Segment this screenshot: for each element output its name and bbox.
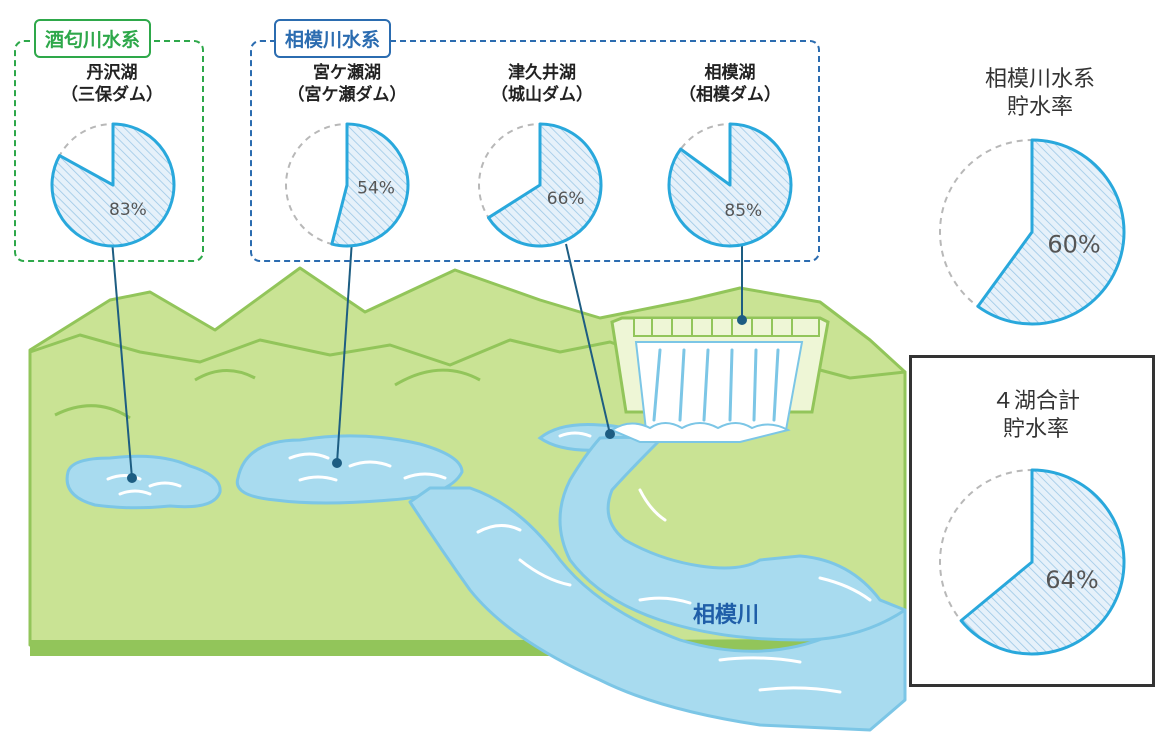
connector-lines bbox=[111, 239, 747, 483]
total-line2: 貯水率 bbox=[1006, 95, 1073, 121]
all-total-label: ４湖合計 貯水率 bbox=[936, 388, 1136, 444]
lake-label-tsukui: 津久井湖 （城山ダム） bbox=[462, 62, 622, 106]
river-upper-channel bbox=[558, 435, 907, 642]
lake-label-tanzawa: 丹沢湖 （三保ダム） bbox=[32, 62, 192, 106]
sakawa-group-label: 酒匂川水系 bbox=[45, 29, 141, 51]
lake-name: 丹沢湖 bbox=[86, 63, 138, 83]
hill-outline bbox=[194, 368, 256, 382]
water-ripples bbox=[106, 431, 872, 694]
sakawa-group-tag: 酒匂川水系 bbox=[34, 19, 152, 58]
pie-filled-slice bbox=[959, 468, 1126, 656]
lake-miyagase bbox=[235, 434, 464, 505]
hill-outline bbox=[394, 368, 481, 387]
pie-percent-label: 54% bbox=[357, 179, 395, 199]
pie-filled-slice bbox=[330, 122, 410, 248]
pie-percent-label: 85% bbox=[724, 201, 762, 221]
pie-filled-slice bbox=[50, 122, 176, 248]
lake-label-miyagase: 宮ケ瀬湖 （宮ケ瀬ダム） bbox=[262, 62, 432, 106]
total-line1: ４湖合計 bbox=[991, 389, 1080, 414]
lake-name: 宮ケ瀬湖 bbox=[313, 63, 381, 83]
hill-outline bbox=[54, 404, 131, 420]
pie-percent-label: 66% bbox=[547, 189, 585, 209]
pie-percent-label: 64% bbox=[1045, 566, 1098, 594]
sagami-total-label: 相模川水系 貯水率 bbox=[940, 66, 1140, 122]
lake-label-sagami: 相模湖 （相模ダム） bbox=[650, 62, 810, 106]
dam-structure bbox=[610, 316, 830, 431]
pie-sagami-total: 60% bbox=[939, 138, 1126, 326]
dam-name: （三保ダム） bbox=[61, 85, 163, 106]
pie-percent-label: 83% bbox=[109, 200, 147, 220]
four-lakes-total-box bbox=[909, 355, 1155, 687]
dam-splash bbox=[609, 422, 791, 443]
pie-miyagase: 54% bbox=[285, 122, 410, 248]
sagami-river bbox=[408, 486, 907, 732]
sagami-group-label: 相模川水系 bbox=[285, 29, 381, 51]
dam-name: （宮ケ瀬ダム） bbox=[287, 85, 407, 106]
pie-sagami: 85% bbox=[667, 122, 793, 248]
lake-tanzawa bbox=[65, 454, 222, 510]
pie-filled-slice bbox=[667, 122, 793, 248]
pie-filled-slice bbox=[486, 122, 603, 248]
pie-tanzawa: 83% bbox=[50, 122, 176, 248]
river-name-label: 相模川 bbox=[693, 603, 760, 628]
sagami-group-box bbox=[250, 40, 820, 262]
lake-name: 津久井湖 bbox=[508, 63, 576, 83]
pie-tsukui: 66% bbox=[478, 122, 603, 248]
pie-percent-label: 60% bbox=[1047, 231, 1100, 259]
total-line2: 貯水率 bbox=[1002, 417, 1069, 443]
pie-all-total: 64% bbox=[939, 468, 1126, 656]
pie-filled-slice bbox=[976, 138, 1126, 326]
sagami-group-tag: 相模川水系 bbox=[274, 19, 392, 58]
total-line1: 相模川水系 bbox=[984, 67, 1095, 92]
dam-name: （城山ダム） bbox=[491, 85, 593, 106]
dam-name: （相模ダム） bbox=[679, 85, 781, 106]
lake-name: 相模湖 bbox=[704, 63, 756, 83]
